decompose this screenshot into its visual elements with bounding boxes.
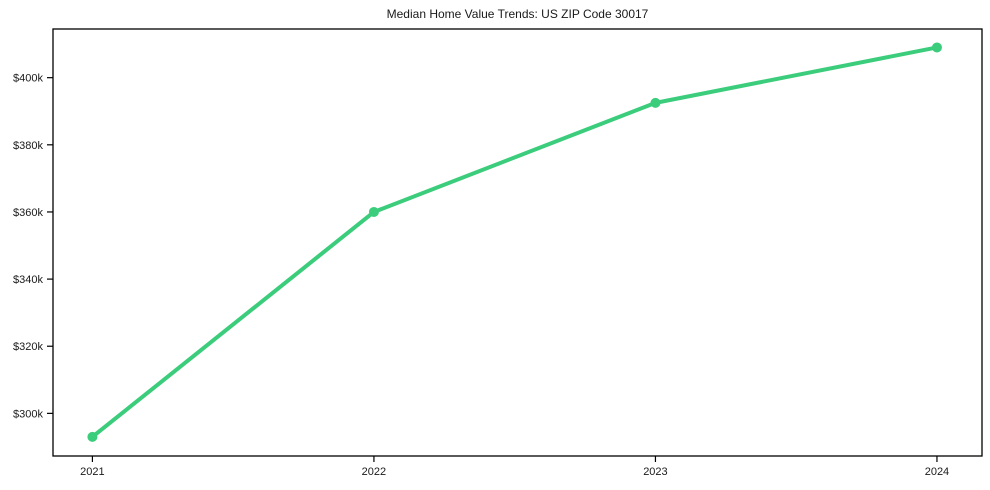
data-point-marker: [650, 97, 661, 108]
x-axis-tick-label: 2021: [80, 466, 104, 478]
x-axis-tick-label: 2024: [925, 466, 949, 478]
chart-title: Median Home Value Trends: US ZIP Code 30…: [386, 7, 649, 21]
x-axis-tick-label: 2023: [643, 466, 667, 478]
x-axis-tick-label: 2022: [362, 466, 386, 478]
y-axis-tick-label: $360k: [13, 207, 43, 219]
y-axis-tick-label: $320k: [13, 341, 43, 353]
y-axis-tick-label: $380k: [13, 140, 43, 152]
data-point-marker: [931, 42, 942, 53]
y-axis-tick-label: $340k: [13, 274, 43, 286]
data-point-marker: [368, 206, 379, 217]
y-axis-tick-label: $400k: [13, 73, 43, 85]
trend-line: [90, 45, 939, 439]
plot-area: [52, 28, 983, 457]
y-axis-tick-label: $300k: [13, 408, 43, 420]
data-point-marker: [87, 431, 98, 442]
